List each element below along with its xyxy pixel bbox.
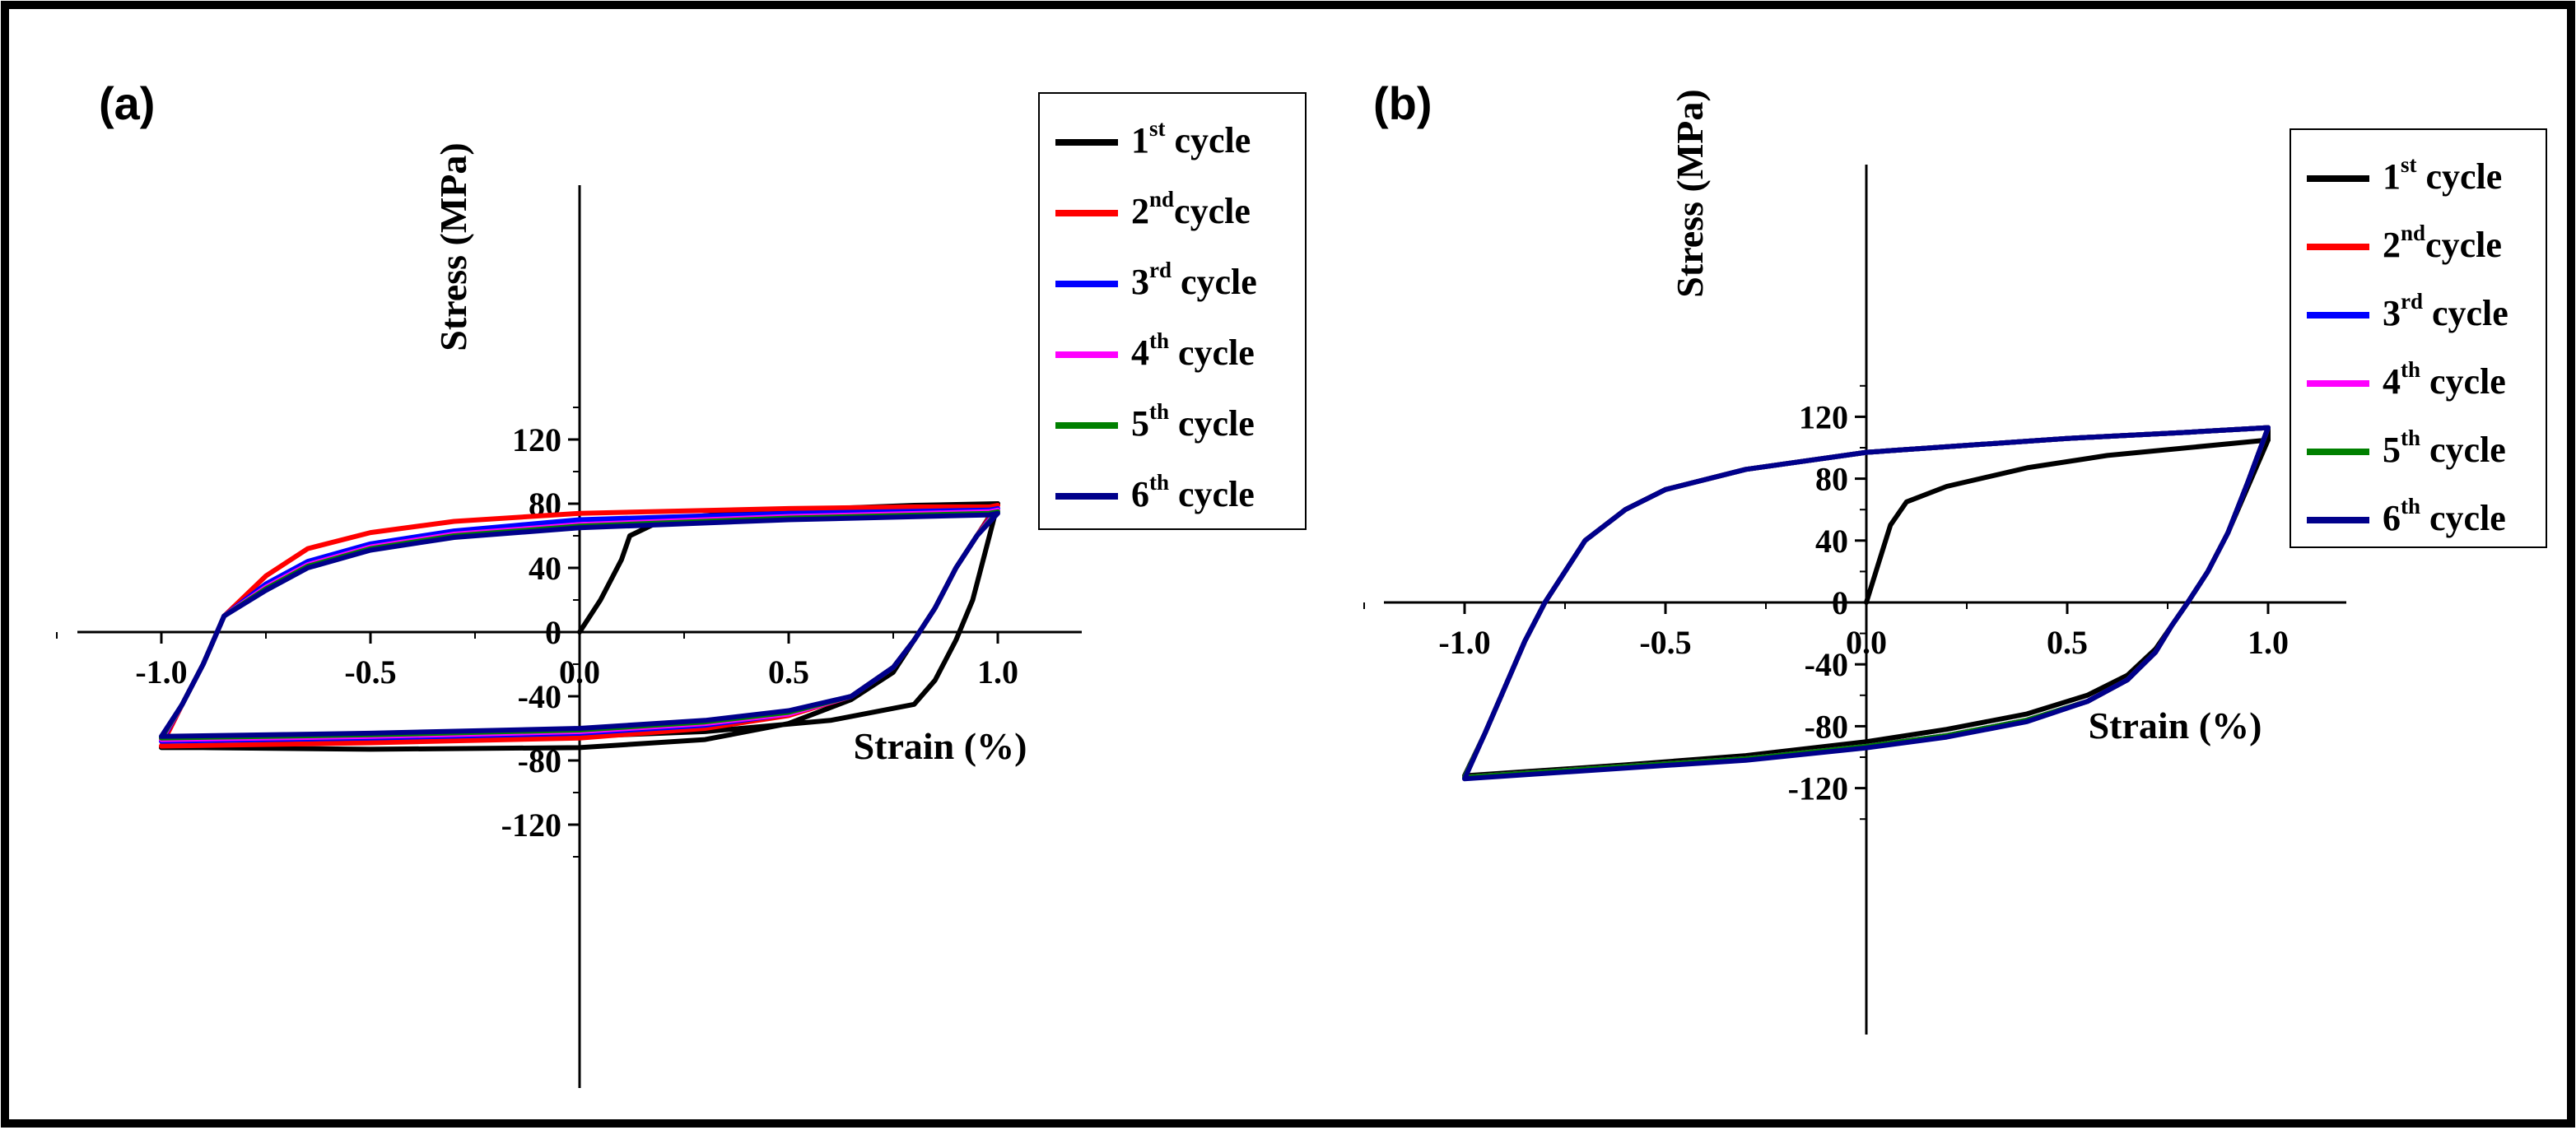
legend-superscript: st <box>2401 152 2417 177</box>
legend-superscript: nd <box>2401 221 2425 245</box>
x-tick-label: 1.0 <box>2248 624 2289 661</box>
legend-entry: 4th cycle <box>1131 328 1255 373</box>
legend-label: cycle <box>2420 361 2506 402</box>
legend-entry: 5th cycle <box>2383 425 2506 470</box>
legend-entry: 1st cycle <box>2383 152 2502 197</box>
legend-label: cycle <box>2420 430 2506 470</box>
legend-superscript: st <box>1149 116 1166 141</box>
series-curves <box>1462 425 2271 782</box>
legend-entry: 2ndcycle <box>1131 187 1251 231</box>
legend-base: 6 <box>1131 474 1149 514</box>
legend-base: 4 <box>2383 361 2401 402</box>
legend-superscript: th <box>2401 425 2420 450</box>
y-tick-label: 0 <box>1832 584 1848 621</box>
legend-label: cycle <box>1174 191 1251 231</box>
y-axis-title: Stress (MPa) <box>432 142 474 351</box>
y-tick-label: 80 <box>1815 461 1848 498</box>
y-tick-label: 40 <box>1815 523 1848 560</box>
legend-label: cycle <box>2423 293 2508 333</box>
legend-label: cycle <box>1172 262 1257 302</box>
legend-superscript: th <box>2401 357 2420 382</box>
y-tick-label: 40 <box>529 550 561 587</box>
y-axis-title: Stress (MPa) <box>1669 89 1711 297</box>
legend-base: 2 <box>2383 225 2401 265</box>
legend-entry: 6th cycle <box>1131 470 1255 514</box>
legend-base: 3 <box>1131 262 1149 302</box>
x-tick-label: -0.5 <box>344 653 396 691</box>
legend-base: 4 <box>1131 332 1149 373</box>
series-6th <box>1462 425 2271 782</box>
legend-superscript: nd <box>1149 187 1174 212</box>
y-tick-label: 120 <box>512 421 561 458</box>
x-tick-label: 0.5 <box>768 653 809 691</box>
legend-label: cycle <box>1169 332 1255 373</box>
legend-base: 5 <box>2383 430 2401 470</box>
x-tick-label: -1.0 <box>135 653 187 691</box>
legend-label: cycle <box>2417 156 2503 197</box>
y-tick-label: -120 <box>1788 770 1848 807</box>
legend-superscript: rd <box>2401 289 2423 314</box>
legend-superscript: th <box>1149 470 1169 495</box>
legend-base: 3 <box>2383 293 2401 333</box>
legend-superscript: th <box>2401 494 2420 518</box>
legend-box <box>1038 92 1307 530</box>
legend-box <box>2290 128 2547 548</box>
y-tick-label: -40 <box>518 678 561 715</box>
y-tick-label: -80 <box>1805 708 1848 745</box>
series-curves <box>159 501 1000 752</box>
legend-label: cycle <box>1166 120 1251 160</box>
legend-superscript: rd <box>1149 258 1172 282</box>
legend-entry: 2ndcycle <box>2383 221 2502 265</box>
hysteresis-loop <box>159 510 1000 739</box>
legend-base: 2 <box>1131 191 1149 231</box>
legend-label: cycle <box>1169 474 1255 514</box>
panel-a: (a)-1.0 -0.5 0.0 0.5 1.0-120-80-4004080120St… <box>56 77 1307 1088</box>
legend-base: 1 <box>2383 156 2401 197</box>
y-tick-label: 120 <box>1799 398 1848 435</box>
series-6th <box>159 510 1000 739</box>
legend-superscript: th <box>1149 399 1169 424</box>
x-tick-label: -1.0 <box>1438 624 1490 661</box>
legend-entry: 5th cycle <box>1131 399 1255 444</box>
legend-superscript: th <box>1149 328 1169 353</box>
panel-label: (a) <box>99 77 155 129</box>
legend-entry: 3rd cycle <box>1131 258 1257 302</box>
hysteresis-loop <box>1462 425 2271 782</box>
legend-base: 6 <box>2383 498 2401 538</box>
x-tick-label: 0.0 <box>559 653 600 691</box>
legend-base: 5 <box>1131 403 1149 444</box>
legend-label: cycle <box>2420 498 2506 538</box>
x-tick-label: 0.5 <box>2047 624 2088 661</box>
legend-base: 1 <box>1131 120 1149 160</box>
x-axis-title: Strain (%) <box>854 725 1027 767</box>
panel-label: (b) <box>1373 77 1432 129</box>
y-tick-label: -40 <box>1805 646 1848 683</box>
initial-loading-curve <box>1864 437 2271 605</box>
y-tick-label: -120 <box>501 807 561 844</box>
x-tick-label: -0.5 <box>1639 624 1691 661</box>
y-tick-label: 0 <box>545 614 561 651</box>
legend-entry: 4th cycle <box>2383 357 2506 402</box>
panel-b: (b) -1.0 -0.5 0.0 0.5 1.0 -120 -80 -40 0 40 80 120 St… <box>1363 77 2547 1035</box>
legend-entry: 6th cycle <box>2383 494 2506 538</box>
legend-entry: 3rd cycle <box>2383 289 2508 333</box>
legend-entry: 1st cycle <box>1131 116 1251 160</box>
x-tick-label: 0.0 <box>1846 624 1887 661</box>
legend-label: cycle <box>1169 403 1255 444</box>
x-axis-title: Strain (%) <box>2089 705 2262 746</box>
legend-label: cycle <box>2425 225 2502 265</box>
x-tick-label: 1.0 <box>977 653 1018 691</box>
